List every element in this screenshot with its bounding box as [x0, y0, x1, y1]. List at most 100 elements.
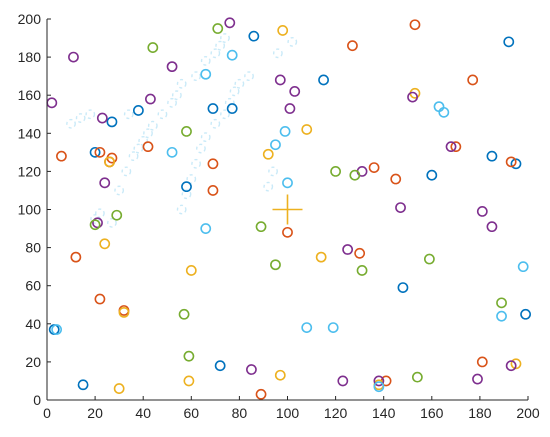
- data-point: [255, 388, 267, 400]
- data-point: [166, 146, 178, 158]
- y-tick-label: 200: [18, 11, 42, 27]
- faint-trail-marker: [191, 158, 202, 169]
- data-point: [94, 146, 106, 158]
- data-point: [505, 360, 517, 372]
- data-point: [486, 221, 498, 233]
- data-point: [145, 93, 156, 105]
- data-point: [56, 150, 67, 162]
- data-point: [510, 158, 522, 170]
- faint-trail-marker: [107, 217, 117, 228]
- faint-trail-marker: [220, 109, 230, 120]
- data-point: [113, 383, 125, 394]
- faint-trail-marker: [143, 128, 153, 139]
- data-point: [342, 244, 354, 255]
- data-point: [181, 181, 192, 193]
- data-point: [70, 251, 82, 263]
- data-point: [503, 36, 515, 48]
- data-point: [411, 371, 423, 383]
- data-point: [224, 17, 236, 29]
- y-tick-label: 0: [33, 392, 41, 408]
- data-point: [104, 156, 115, 168]
- x-tick-label: 0: [43, 405, 51, 421]
- faint-trail-marker: [268, 166, 278, 177]
- data-point: [89, 219, 101, 231]
- faint-trail-marker: [123, 109, 134, 120]
- data-point: [51, 324, 63, 335]
- data-point: [476, 356, 488, 368]
- data-point: [347, 40, 358, 52]
- data-point: [207, 158, 219, 170]
- x-tick-label: 40: [135, 405, 151, 421]
- data-point: [450, 141, 462, 153]
- data-point: [476, 206, 488, 217]
- y-tick-label: 160: [18, 87, 42, 103]
- data-point: [395, 202, 406, 213]
- faint-trail-marker: [263, 181, 274, 192]
- data-point: [373, 375, 385, 387]
- faint-trail-marker: [121, 166, 132, 177]
- data-point: [315, 251, 327, 263]
- data-point: [496, 297, 507, 309]
- data-point: [118, 306, 130, 318]
- data-point: [445, 141, 457, 153]
- data-point: [486, 150, 498, 162]
- data-point: [438, 106, 450, 118]
- data-point: [517, 261, 529, 273]
- data-point: [89, 146, 101, 158]
- data-point: [407, 91, 418, 103]
- data-points-layer: [46, 17, 531, 400]
- data-point: [226, 103, 238, 114]
- data-point: [282, 177, 293, 189]
- data-point: [354, 247, 366, 259]
- data-point: [510, 358, 522, 370]
- faint-trail-marker: [234, 78, 245, 89]
- data-point: [96, 112, 108, 124]
- y-axis-ticks: 0 20 40 60 80 100 120 140 160 180 200: [18, 11, 51, 408]
- data-point: [337, 375, 349, 387]
- faint-trail-marker: [220, 33, 230, 43]
- data-point: [505, 156, 517, 168]
- x-tick-label: 20: [87, 405, 103, 421]
- faint-trail-marker: [157, 109, 168, 120]
- data-point: [282, 226, 293, 238]
- data-point: [255, 221, 267, 233]
- data-point: [99, 177, 111, 189]
- faint-trail-marker: [210, 118, 221, 129]
- data-point: [183, 350, 195, 362]
- data-point: [301, 124, 313, 135]
- data-point: [356, 265, 368, 276]
- data-point: [330, 165, 341, 177]
- faint-trail-marker: [176, 78, 187, 89]
- data-point: [68, 51, 79, 63]
- data-point: [99, 238, 111, 250]
- faint-trail-marker: [229, 86, 240, 97]
- faint-trail-marker: [75, 113, 86, 123]
- x-axis-ticks: 0 20 40 60 80 100 120 140 160 180 200: [43, 396, 540, 421]
- faint-trail-marker: [176, 204, 187, 215]
- faint-trail-marker: [181, 189, 192, 200]
- center-marker-layer: [272, 194, 303, 225]
- faint-trail-marker: [114, 185, 125, 196]
- data-point: [397, 282, 409, 294]
- data-point: [520, 308, 531, 320]
- data-point: [390, 173, 402, 185]
- data-point: [92, 217, 103, 229]
- y-tick-label: 40: [25, 316, 41, 332]
- faint-trail-marker: [186, 174, 197, 184]
- x-tick-label: 180: [468, 405, 492, 421]
- faint-trail-marker: [128, 151, 139, 162]
- faint-trail-marker: [224, 97, 235, 108]
- data-point: [142, 141, 154, 153]
- data-point: [327, 322, 339, 334]
- y-tick-label: 120: [18, 163, 42, 179]
- data-point: [183, 375, 195, 387]
- data-point: [274, 74, 286, 86]
- data-point: [207, 185, 219, 196]
- y-tick-label: 60: [25, 278, 41, 294]
- data-point: [472, 373, 483, 385]
- data-point: [248, 30, 260, 42]
- data-point: [94, 293, 106, 305]
- x-tick-label: 60: [184, 405, 200, 421]
